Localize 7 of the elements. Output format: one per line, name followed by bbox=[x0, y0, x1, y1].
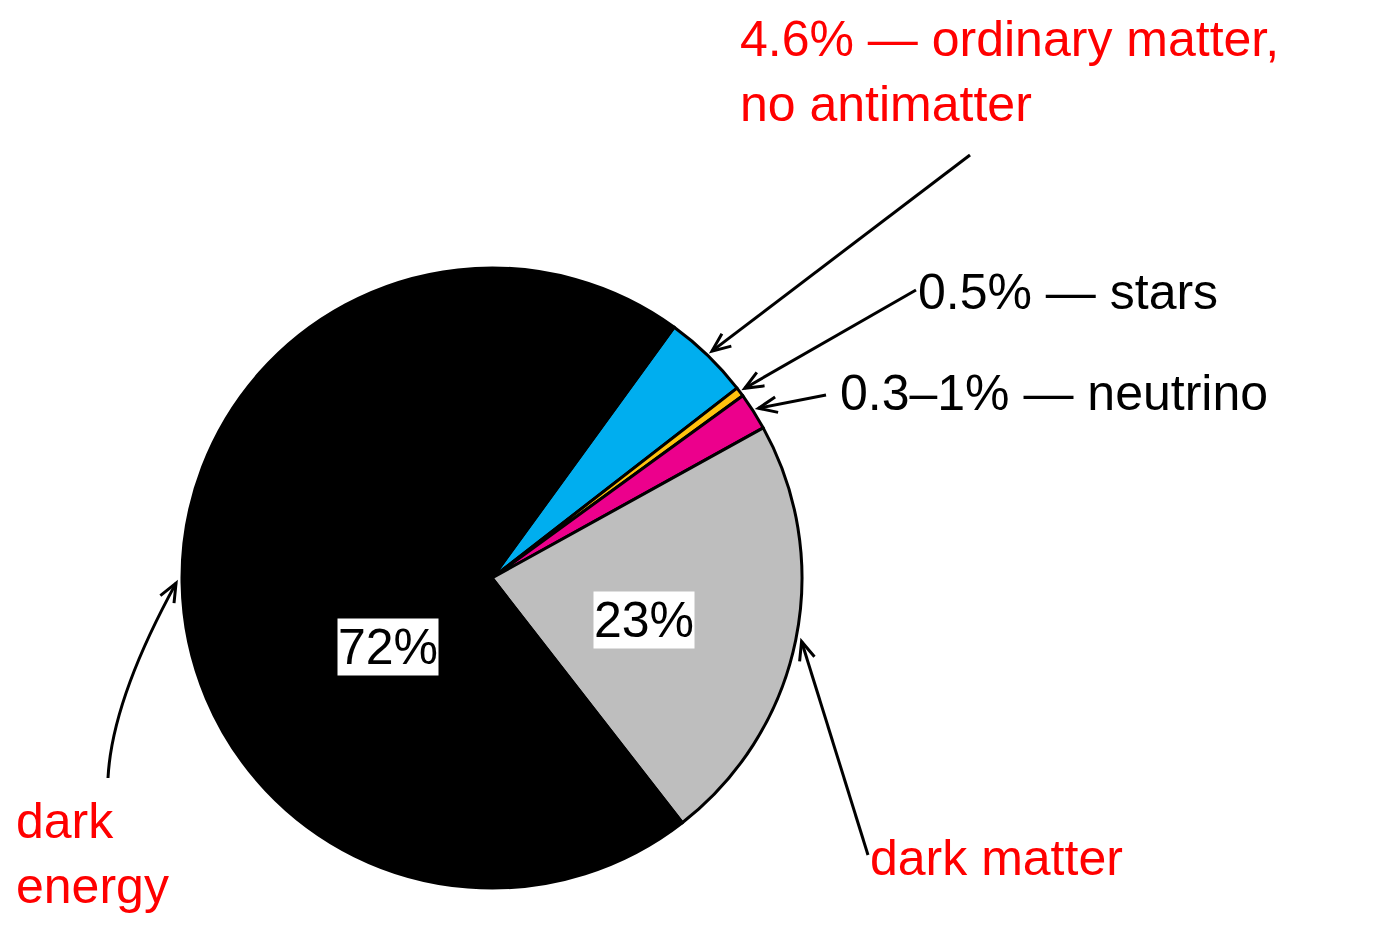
slice-label: dark matter bbox=[870, 830, 1123, 886]
legend-label: 0.3–1% — neutrino bbox=[840, 365, 1269, 421]
data-label: 72% bbox=[338, 619, 439, 675]
data-label: 23% bbox=[594, 592, 695, 648]
slice-label: 4.6% — ordinary matter, no antimatter bbox=[740, 11, 1280, 132]
slice-label: dark energy bbox=[16, 793, 169, 914]
slice-label: 0.5% — stars bbox=[918, 264, 1219, 320]
